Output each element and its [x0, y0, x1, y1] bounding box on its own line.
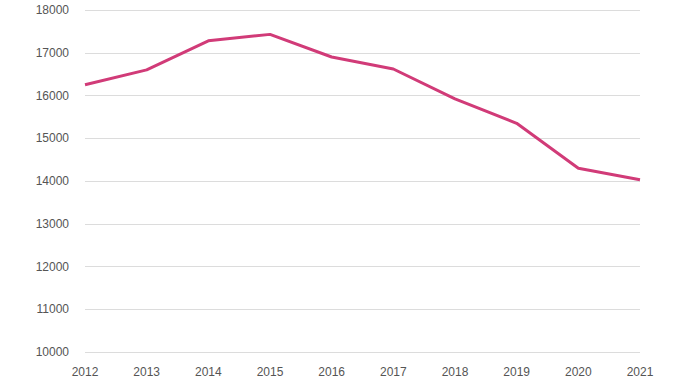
- svg-text:16000: 16000: [36, 89, 70, 103]
- svg-text:2017: 2017: [380, 365, 407, 379]
- svg-text:2014: 2014: [195, 365, 222, 379]
- svg-text:2016: 2016: [318, 365, 345, 379]
- svg-text:12000: 12000: [36, 260, 70, 274]
- svg-text:2021: 2021: [627, 365, 654, 379]
- svg-text:2015: 2015: [257, 365, 284, 379]
- svg-text:10000: 10000: [36, 345, 70, 359]
- svg-text:2020: 2020: [565, 365, 592, 379]
- svg-text:13000: 13000: [36, 217, 70, 231]
- svg-text:17000: 17000: [36, 46, 70, 60]
- svg-text:15000: 15000: [36, 131, 70, 145]
- svg-text:2013: 2013: [133, 365, 160, 379]
- svg-text:2018: 2018: [442, 365, 469, 379]
- svg-text:18000: 18000: [36, 3, 70, 17]
- svg-text:14000: 14000: [36, 174, 70, 188]
- svg-text:2019: 2019: [503, 365, 530, 379]
- svg-text:2012: 2012: [72, 365, 99, 379]
- svg-text:11000: 11000: [37, 302, 70, 316]
